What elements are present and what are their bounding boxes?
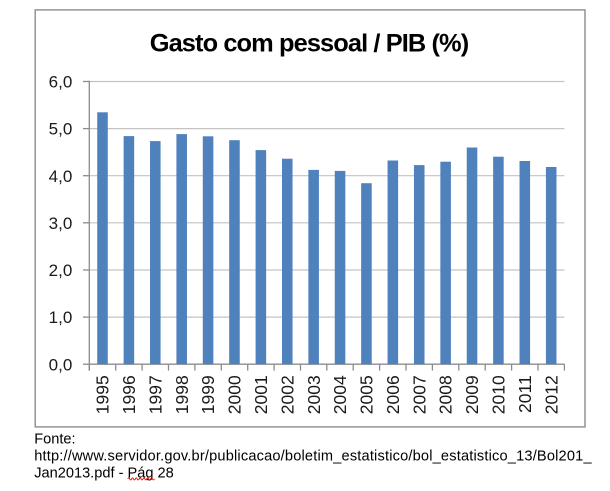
svg-text:1996: 1996 (119, 375, 139, 414)
svg-text:5,0: 5,0 (49, 120, 73, 139)
svg-text:2010: 2010 (489, 375, 509, 414)
svg-text:1998: 1998 (172, 375, 192, 414)
svg-text:2004: 2004 (330, 375, 350, 414)
svg-text:6,0: 6,0 (49, 73, 73, 92)
svg-text:2008: 2008 (436, 375, 456, 414)
svg-text:2003: 2003 (304, 375, 324, 414)
svg-text:2006: 2006 (383, 375, 403, 414)
svg-text:2009: 2009 (462, 375, 482, 414)
svg-text:2002: 2002 (277, 375, 297, 414)
svg-text:1997: 1997 (145, 375, 165, 414)
svg-text:Jan2013.pdf - Pág 28: Jan2013.pdf - Pág 28 (34, 465, 174, 481)
svg-text:4,0: 4,0 (49, 167, 73, 186)
svg-text:2005: 2005 (357, 375, 377, 414)
svg-text:3,0: 3,0 (49, 214, 73, 233)
svg-text:1995: 1995 (93, 375, 113, 414)
svg-text:1999: 1999 (198, 375, 218, 414)
svg-text:2,0: 2,0 (49, 261, 73, 280)
svg-text:2001: 2001 (251, 375, 271, 414)
svg-text:http://www.servidor.gov.br/pub: http://www.servidor.gov.br/publicacao/bo… (34, 449, 592, 465)
svg-text:0,0: 0,0 (49, 355, 73, 374)
svg-text:2011: 2011 (515, 375, 535, 413)
svg-text:2000: 2000 (225, 375, 245, 414)
svg-text:2007: 2007 (409, 375, 429, 414)
svg-text:1,0: 1,0 (49, 308, 73, 327)
svg-text:Fonte:: Fonte: (34, 432, 75, 448)
svg-text:Gasto com pessoal / PIB (%): Gasto com pessoal / PIB (%) (150, 29, 469, 57)
svg-text:2012: 2012 (541, 375, 561, 414)
